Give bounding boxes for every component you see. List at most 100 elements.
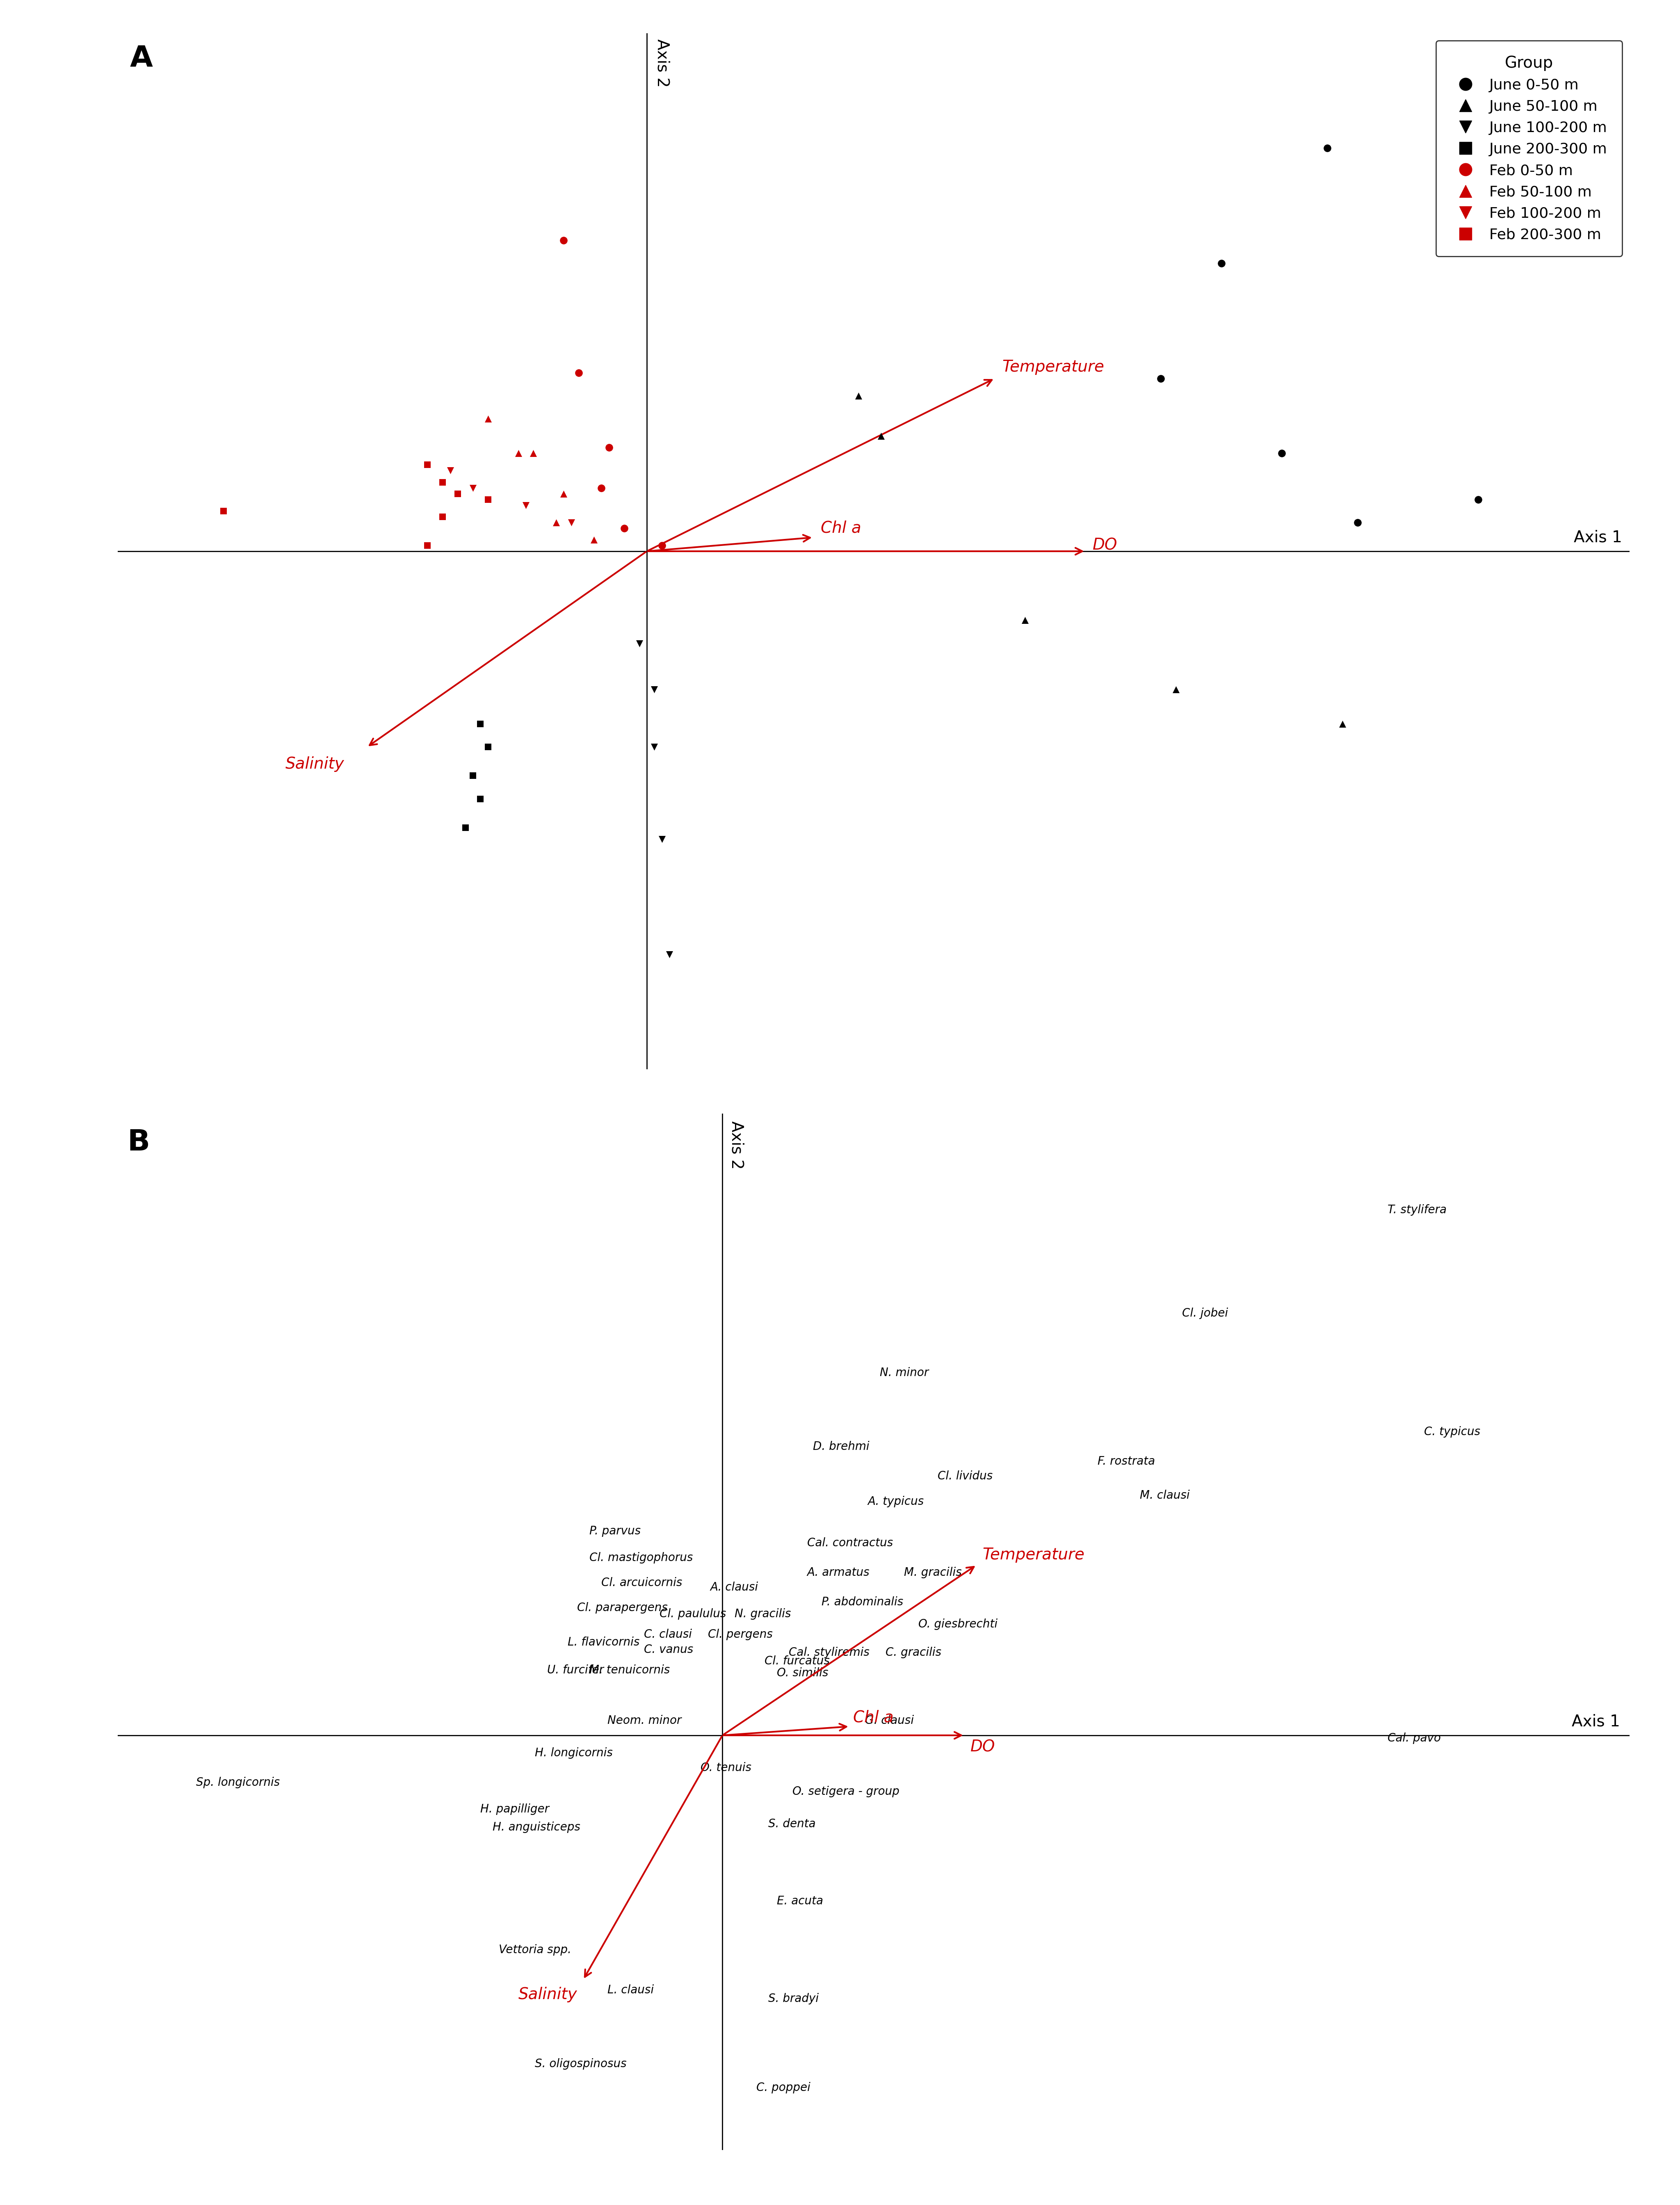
- Point: [612, 512, 638, 547]
- Text: M. clausi: M. clausi: [1139, 1491, 1189, 1502]
- Point: [512, 487, 539, 523]
- Point: [474, 401, 501, 437]
- Point: [474, 730, 501, 765]
- Text: C. gracilis: C. gracilis: [885, 1647, 941, 1658]
- Text: A. armatus: A. armatus: [806, 1568, 870, 1579]
- Text: Salinity: Salinity: [519, 1987, 578, 2002]
- Text: H. papilliger: H. papilliger: [480, 1804, 549, 1815]
- Text: G. clausi: G. clausi: [865, 1715, 914, 1727]
- Point: [551, 223, 578, 258]
- Legend: June 0-50 m, June 50-100 m, June 100-200 m, June 200-300 m, Feb 0-50 m, Feb 50-1: June 0-50 m, June 50-100 m, June 100-200…: [1436, 40, 1623, 256]
- Point: [595, 430, 622, 465]
- Point: [1268, 437, 1295, 472]
- Text: Axis 2: Axis 2: [729, 1120, 744, 1169]
- Text: Cal. styliremis: Cal. styliremis: [790, 1647, 870, 1658]
- Text: O. giesbrechti: O. giesbrechti: [919, 1618, 998, 1629]
- Text: L. clausi: L. clausi: [608, 1985, 654, 1996]
- Text: Chl a: Chl a: [853, 1709, 894, 1724]
- Point: [867, 419, 894, 454]
- Text: Temperature: Temperature: [983, 1548, 1085, 1563]
- Point: [467, 781, 494, 816]
- Text: P. abdominalis: P. abdominalis: [822, 1596, 904, 1607]
- Text: Cal. pavo: Cal. pavo: [1388, 1733, 1441, 1744]
- Text: O. tenuis: O. tenuis: [701, 1762, 751, 1773]
- Text: Axis 1: Axis 1: [1574, 529, 1623, 545]
- Text: L. flavicornis: L. flavicornis: [568, 1636, 640, 1647]
- Text: C. vanus: C. vanus: [643, 1643, 694, 1656]
- Text: B: B: [128, 1129, 150, 1158]
- Text: DO: DO: [971, 1740, 995, 1755]
- Point: [588, 470, 615, 505]
- Point: [1344, 505, 1371, 540]
- Point: [413, 527, 440, 562]
- Point: [648, 822, 675, 858]
- Text: N. gracilis: N. gracilis: [734, 1607, 791, 1621]
- Text: M. tenuicornis: M. tenuicornis: [590, 1665, 670, 1676]
- Text: Salinity: Salinity: [286, 756, 344, 772]
- Point: [1163, 673, 1189, 708]
- Point: [437, 452, 464, 487]
- Text: E. acuta: E. acuta: [776, 1896, 823, 1907]
- Point: [642, 673, 669, 708]
- Point: [210, 494, 237, 529]
- Text: U. furcifer: U. furcifer: [548, 1665, 603, 1676]
- Point: [648, 527, 675, 562]
- Text: Temperature: Temperature: [1001, 359, 1104, 375]
- Text: P. parvus: P. parvus: [590, 1526, 640, 1537]
- Text: Cl. arcuicornis: Cl. arcuicornis: [601, 1577, 682, 1588]
- Text: Vettoria spp.: Vettoria spp.: [499, 1945, 571, 1956]
- Text: Cl. jobei: Cl. jobei: [1183, 1308, 1228, 1319]
- Text: Cl. furcatus: Cl. furcatus: [764, 1656, 830, 1667]
- Point: [460, 759, 487, 794]
- Point: [1147, 362, 1174, 397]
- Point: [655, 937, 682, 972]
- Point: [521, 437, 548, 472]
- Text: M. gracilis: M. gracilis: [904, 1568, 961, 1579]
- Text: A. clausi: A. clausi: [711, 1581, 758, 1592]
- Text: C. clausi: C. clausi: [643, 1629, 692, 1641]
- Text: Cl. pergens: Cl. pergens: [707, 1629, 773, 1641]
- Point: [444, 476, 470, 512]
- Text: Cal. contractus: Cal. contractus: [806, 1537, 892, 1548]
- Text: Neom. minor: Neom. minor: [608, 1715, 682, 1727]
- Text: Axis 2: Axis 2: [655, 40, 670, 88]
- Text: C. typicus: C. typicus: [1425, 1427, 1480, 1438]
- Text: A: A: [129, 44, 153, 73]
- Text: Cl. paululus: Cl. paululus: [660, 1607, 726, 1621]
- Point: [1314, 130, 1341, 165]
- Point: [504, 437, 531, 472]
- Text: C. poppei: C. poppei: [756, 2082, 810, 2093]
- Text: T. stylifera: T. stylifera: [1388, 1204, 1446, 1215]
- Text: S. bradyi: S. bradyi: [768, 1993, 818, 2004]
- Point: [413, 448, 440, 483]
- Point: [430, 498, 457, 534]
- Point: [474, 483, 501, 518]
- Point: [452, 809, 479, 845]
- Text: Sp. longicornis: Sp. longicornis: [197, 1777, 281, 1788]
- Text: Cl. parapergens: Cl. parapergens: [578, 1603, 669, 1614]
- Point: [558, 505, 585, 540]
- Text: Axis 1: Axis 1: [1571, 1713, 1620, 1729]
- Point: [430, 465, 457, 501]
- Text: H. anguisticeps: H. anguisticeps: [492, 1821, 580, 1832]
- Text: H. longicornis: H. longicornis: [534, 1746, 613, 1760]
- Text: A. typicus: A. typicus: [867, 1495, 924, 1508]
- Text: S. oligospinosus: S. oligospinosus: [534, 2057, 627, 2070]
- Point: [581, 523, 608, 558]
- Point: [460, 470, 487, 505]
- Point: [564, 355, 593, 390]
- Text: Cl. mastigophorus: Cl. mastigophorus: [590, 1552, 692, 1563]
- Point: [1011, 602, 1038, 637]
- Text: D. brehmi: D. brehmi: [813, 1440, 870, 1453]
- Point: [551, 476, 578, 512]
- Point: [1329, 706, 1356, 741]
- Text: DO: DO: [1094, 538, 1117, 553]
- Point: [625, 626, 652, 662]
- Text: Cl. lividus: Cl. lividus: [937, 1471, 993, 1482]
- Point: [467, 706, 494, 741]
- Text: O. setigera - group: O. setigera - group: [793, 1786, 899, 1797]
- Point: [642, 730, 669, 765]
- Point: [543, 505, 570, 540]
- Point: [1465, 483, 1492, 518]
- Point: [845, 379, 872, 415]
